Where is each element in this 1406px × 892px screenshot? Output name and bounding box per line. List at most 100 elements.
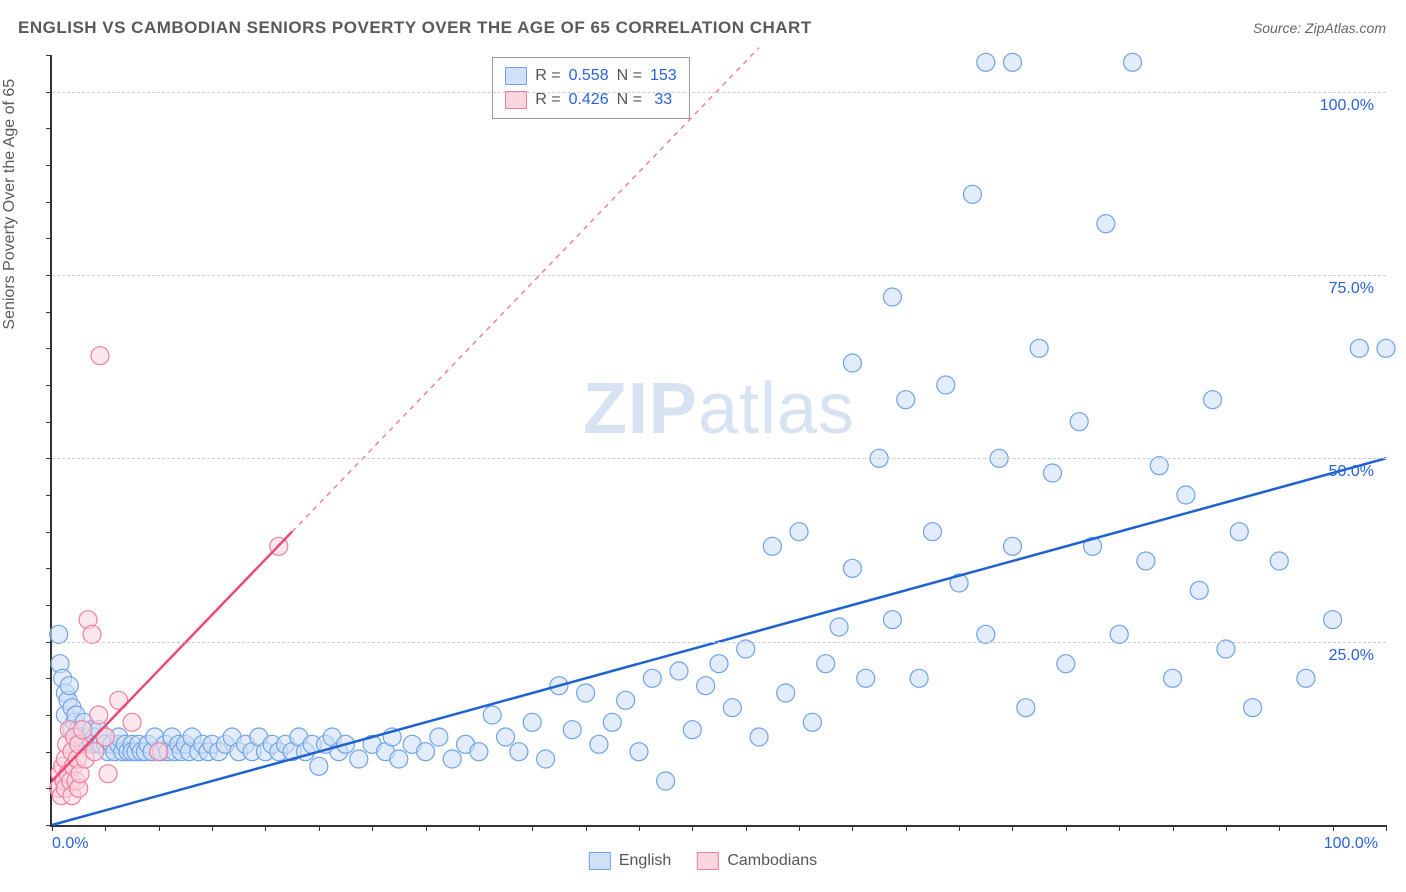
scatter-point: [977, 53, 995, 71]
y-tick: [46, 202, 52, 203]
scatter-point: [563, 721, 581, 739]
x-tick: [372, 825, 373, 831]
legend-item: English: [589, 852, 671, 870]
scatter-point: [1270, 552, 1288, 570]
scatter-point: [1097, 215, 1115, 233]
x-tick: [1226, 825, 1227, 831]
scatter-point: [937, 376, 955, 394]
scatter-point: [1150, 457, 1168, 475]
scatter-point: [1017, 699, 1035, 717]
scatter-point: [60, 677, 78, 695]
legend-swatch: [505, 67, 527, 85]
y-axis-label: Seniors Poverty Over the Age of 65: [1, 79, 19, 330]
x-tick: [1333, 825, 1334, 831]
x-tick: [532, 825, 533, 831]
x-tick: [1066, 825, 1067, 831]
y-tick: [46, 165, 52, 166]
scatter-point: [417, 743, 435, 761]
scatter-point: [817, 655, 835, 673]
gridline: [52, 92, 1386, 93]
scatter-point: [1030, 339, 1048, 357]
y-tick: [46, 532, 52, 533]
scatter-point: [977, 625, 995, 643]
scatter-point: [350, 750, 368, 768]
scatter-point: [803, 713, 821, 731]
x-tick: [639, 825, 640, 831]
scatter-point: [683, 721, 701, 739]
scatter-point: [1124, 53, 1142, 71]
x-tick: [159, 825, 160, 831]
x-tick: [265, 825, 266, 831]
scatter-point: [523, 713, 541, 731]
ytick-label: 75.0%: [1329, 280, 1374, 298]
legend-swatch: [589, 852, 611, 870]
x-tick: [1386, 825, 1387, 831]
x-tick: [586, 825, 587, 831]
scatter-point: [763, 537, 781, 555]
scatter-point: [883, 288, 901, 306]
gridline: [52, 458, 1386, 459]
scatter-point: [1044, 464, 1062, 482]
ytick-label: 50.0%: [1329, 463, 1374, 481]
scatter-point: [1190, 581, 1208, 599]
scatter-point: [710, 655, 728, 673]
y-tick: [46, 385, 52, 386]
x-tick: [746, 825, 747, 831]
legend-label: English: [619, 852, 671, 870]
x-tick: [959, 825, 960, 831]
scatter-point: [1244, 699, 1262, 717]
x-tick: [799, 825, 800, 831]
scatter-point: [310, 757, 328, 775]
x-tick: [906, 825, 907, 831]
scatter-point: [90, 706, 108, 724]
gridline: [52, 275, 1386, 276]
scatter-point: [1217, 640, 1235, 658]
plot-area: ZIPatlas R = 0.558 N = 153 R = 0.426 N =…: [50, 55, 1386, 827]
y-tick: [46, 642, 52, 643]
x-tick: [852, 825, 853, 831]
gridline: [52, 642, 1386, 643]
scatter-point: [74, 721, 92, 739]
scatter-point: [1297, 669, 1315, 687]
scatter-point: [963, 185, 981, 203]
scatter-point: [1110, 625, 1128, 643]
scatter-point: [1230, 523, 1248, 541]
scatter-point: [577, 684, 595, 702]
scatter-point: [723, 699, 741, 717]
xtick-label: 100.0%: [1324, 835, 1378, 853]
scatter-point: [830, 618, 848, 636]
y-tick: [46, 568, 52, 569]
y-tick: [46, 715, 52, 716]
ytick-label: 25.0%: [1329, 647, 1374, 665]
scatter-point: [1003, 53, 1021, 71]
bottom-legend: English Cambodians: [589, 852, 817, 870]
y-tick: [46, 752, 52, 753]
source-attribution: Source: ZipAtlas.com: [1253, 20, 1386, 36]
legend-item: Cambodians: [697, 852, 817, 870]
scatter-point: [1204, 391, 1222, 409]
scatter-point: [657, 772, 675, 790]
y-tick: [46, 678, 52, 679]
y-tick: [46, 312, 52, 313]
scatter-point: [843, 559, 861, 577]
scatter-point: [443, 750, 461, 768]
x-tick: [1279, 825, 1280, 831]
stats-row: R = 0.558 N = 153: [505, 64, 676, 88]
scatter-point: [1070, 413, 1088, 431]
x-tick: [692, 825, 693, 831]
scatter-point: [897, 391, 915, 409]
legend-swatch: [697, 852, 719, 870]
n-label: N =: [617, 64, 642, 88]
y-tick: [46, 55, 52, 56]
x-tick: [1173, 825, 1174, 831]
scatter-point: [670, 662, 688, 680]
legend-label: Cambodians: [727, 852, 817, 870]
legend-swatch: [505, 91, 527, 109]
x-tick: [479, 825, 480, 831]
scatter-point: [737, 640, 755, 658]
xtick-label: 0.0%: [52, 835, 88, 853]
scatter-point: [497, 728, 515, 746]
scatter-point: [857, 669, 875, 687]
x-tick: [1012, 825, 1013, 831]
scatter-point: [590, 735, 608, 753]
